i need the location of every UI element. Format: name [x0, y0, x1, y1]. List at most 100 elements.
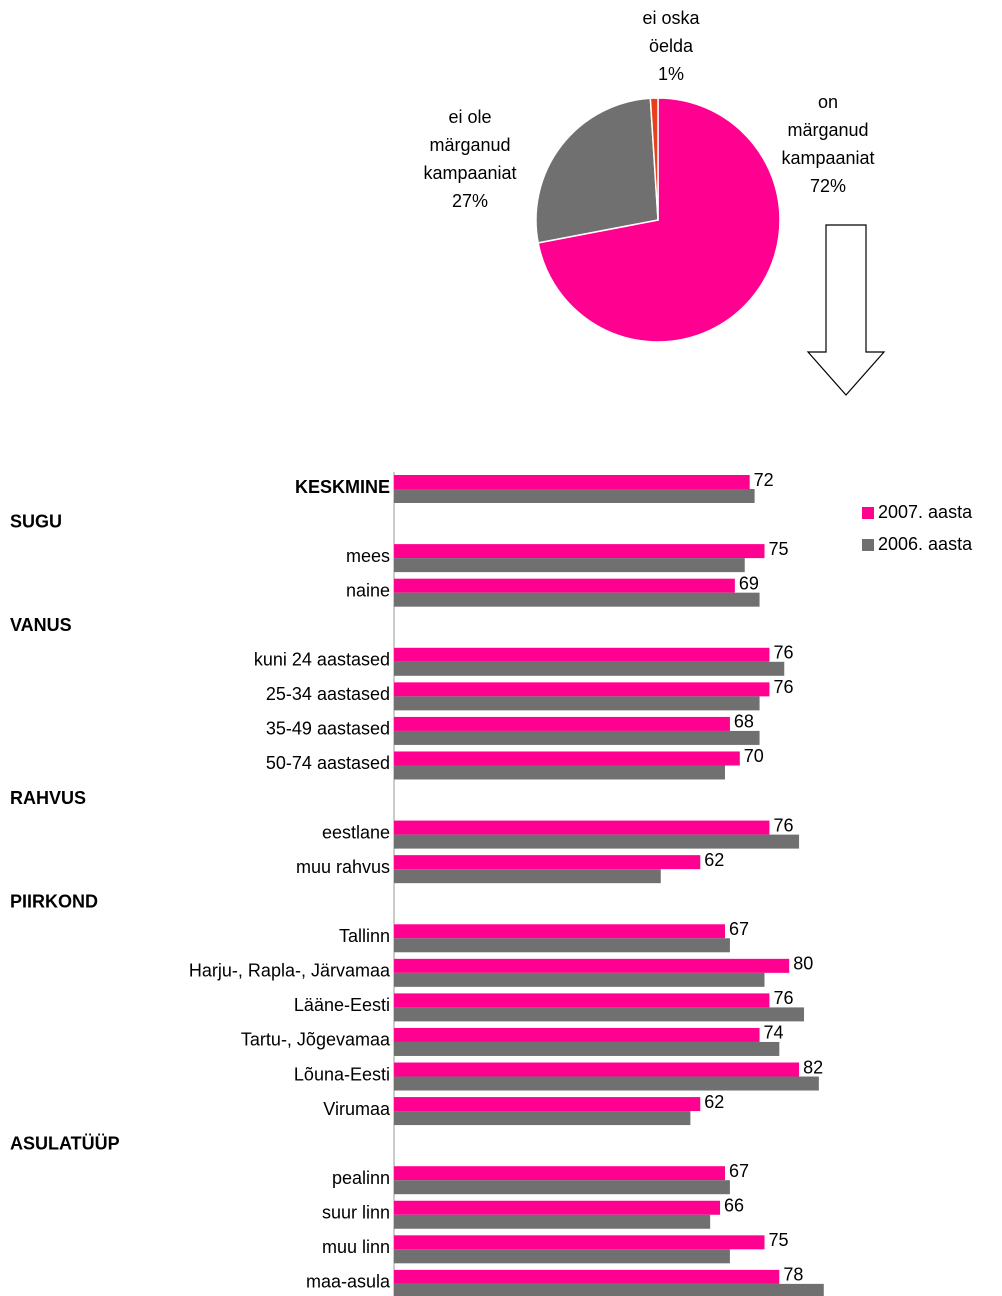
category-label: suur linn [322, 1203, 390, 1223]
data-label: 78 [783, 1265, 803, 1285]
bar [394, 544, 765, 559]
bar [394, 682, 770, 697]
bar [394, 1076, 819, 1091]
category-label: naine [346, 580, 390, 600]
bar [394, 696, 760, 711]
category-label: Virumaa [323, 1099, 391, 1119]
category-label: Tallinn [339, 926, 390, 946]
data-label: 72 [754, 470, 774, 490]
data-label: 75 [769, 1230, 789, 1250]
category-label: Tartu-, Jõgevamaa [241, 1030, 391, 1050]
pie-slice [537, 97, 781, 343]
legend-swatch [862, 507, 874, 519]
category-label: muu rahvus [296, 857, 390, 877]
bar [394, 475, 750, 489]
slice-label: ei oska öelda 1% [636, 4, 706, 88]
bar [394, 730, 760, 745]
data-label: 69 [739, 573, 759, 593]
bar [394, 1283, 824, 1296]
slice-name: ei ole märganud kampaaniat [423, 107, 517, 183]
bar [394, 924, 725, 939]
slice-name: on märganud kampaaniat [781, 92, 875, 168]
bar [394, 1166, 725, 1181]
bar [394, 765, 725, 780]
data-label: 62 [704, 850, 724, 870]
data-label: 68 [734, 712, 754, 732]
data-label: 70 [744, 746, 764, 766]
group-header: PIIRKOND [10, 891, 98, 911]
slice-label: on märganud kampaaniat 72% [776, 88, 880, 200]
legend-label: 2007. aasta [878, 502, 973, 522]
bar [394, 716, 730, 731]
category-label: Harju-, Rapla-, Järvamaa [189, 961, 391, 981]
data-label: 76 [773, 643, 793, 663]
bar [394, 647, 770, 662]
bar [394, 958, 790, 973]
slice-value-label: 72% [809, 176, 847, 196]
bar [394, 1235, 765, 1250]
bar [394, 1027, 760, 1042]
group-header: SUGU [10, 511, 62, 531]
bar [394, 869, 661, 884]
bar [394, 834, 800, 849]
bar [394, 938, 730, 953]
category-label: 25-34 aastased [266, 684, 390, 704]
bar [394, 1062, 800, 1077]
bar [394, 661, 785, 676]
category-label: 35-49 aastased [266, 719, 390, 739]
category-label: pealinn [332, 1168, 390, 1188]
bar [394, 820, 770, 835]
category-label: Lõuna-Eesti [294, 1064, 390, 1084]
slice-name: ei oska öelda [642, 8, 700, 56]
category-label: mees [346, 546, 390, 566]
legend-swatch [862, 539, 874, 551]
pie-slice [649, 97, 659, 221]
slice-value-label: 1% [657, 64, 684, 84]
slice-label: ei ole märganud kampaaniat 27% [418, 103, 522, 215]
data-label: 66 [724, 1196, 744, 1216]
group-header: ASULATÜÜP [10, 1133, 120, 1153]
data-label: 82 [803, 1057, 823, 1077]
pie-slice [535, 97, 659, 244]
bar [394, 1007, 805, 1022]
category-label: Lääne-Eesti [294, 995, 390, 1015]
arrow [806, 224, 886, 396]
legend-label: 2006. aasta [878, 534, 973, 554]
bar [394, 972, 765, 987]
category-label: kuni 24 aastased [254, 650, 390, 670]
data-label: 76 [773, 677, 793, 697]
bar [394, 1269, 780, 1284]
bar [394, 1041, 780, 1056]
group-header: RAHVUS [10, 788, 86, 808]
bar [394, 489, 755, 503]
category-label: maa-asula [306, 1272, 391, 1292]
data-label: 62 [704, 1092, 724, 1112]
bar [394, 1111, 691, 1126]
bar [394, 855, 701, 870]
bar [394, 751, 740, 766]
category-label: eestlane [322, 822, 390, 842]
bar [394, 993, 770, 1008]
bar [394, 558, 745, 573]
data-label: 67 [729, 1161, 749, 1181]
bar [394, 1214, 711, 1229]
bar [394, 578, 735, 593]
data-label: 80 [793, 954, 813, 974]
bar [394, 1200, 721, 1215]
data-label: 75 [769, 539, 789, 559]
slice-value-label: 27% [451, 191, 489, 211]
category-label: muu linn [322, 1237, 390, 1257]
bar [394, 592, 760, 607]
data-label: 67 [729, 919, 749, 939]
data-label: 74 [764, 1023, 784, 1043]
data-label: 76 [773, 815, 793, 835]
data-label: 76 [773, 988, 793, 1008]
bar [394, 1180, 730, 1195]
category-label: KESKMINE [295, 477, 390, 497]
group-header: VANUS [10, 615, 72, 635]
category-label: 50-74 aastased [266, 753, 390, 773]
bar [394, 1097, 701, 1112]
bar [394, 1249, 730, 1264]
